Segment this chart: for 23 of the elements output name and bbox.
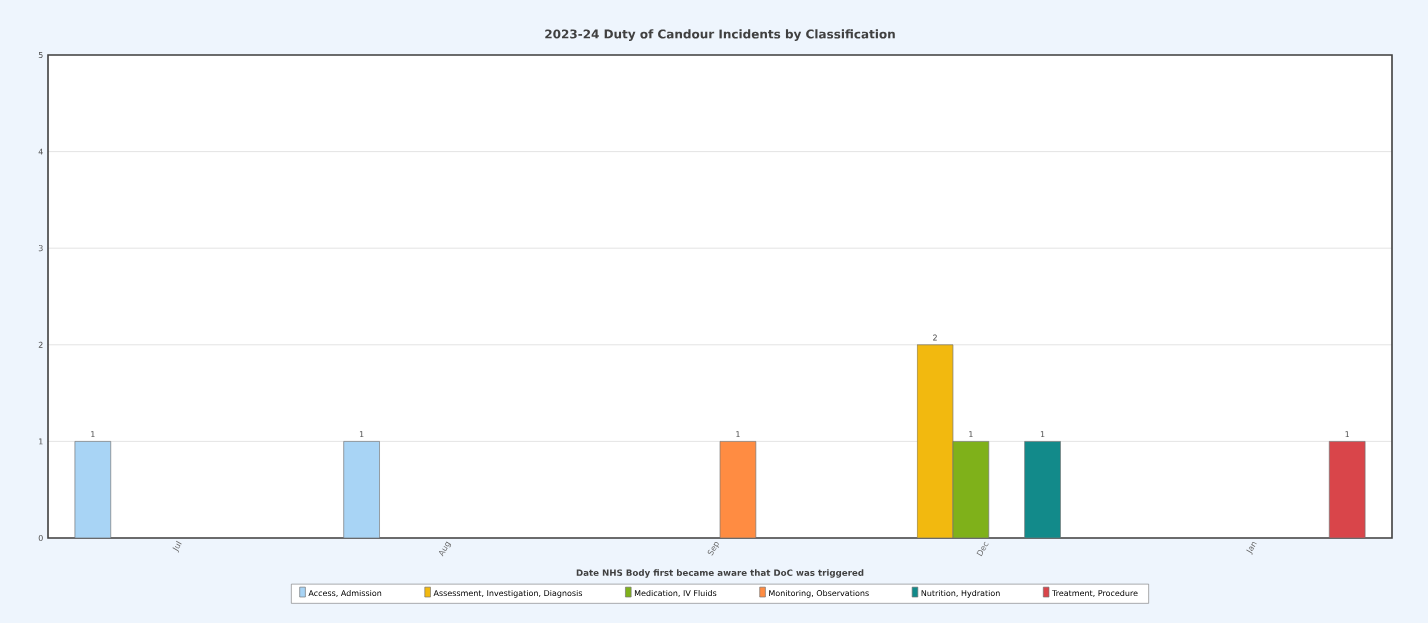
legend-label: Medication, IV Fluids xyxy=(634,589,717,597)
y-tick-label: 4 xyxy=(38,148,43,155)
legend-label: Nutrition, Hydration xyxy=(921,589,1000,598)
data-label: 2 xyxy=(933,334,937,341)
data-label: 1 xyxy=(91,431,95,438)
y-tick-label: 1 xyxy=(39,438,43,445)
x-tick-label: Jan xyxy=(1246,542,1257,555)
x-axis-title: Date NHS Body first became aware that DoC was triggered xyxy=(576,569,864,578)
legend-label: Assessment, Investigation, Diagnosis xyxy=(433,589,583,598)
legend-label: Monitoring, Observations xyxy=(769,589,869,598)
y-tick-label: 5 xyxy=(38,52,43,58)
y-tick-label: 2 xyxy=(38,341,43,348)
data-label: 1 xyxy=(1345,431,1349,438)
y-tick-label: 0 xyxy=(38,534,43,541)
data-label: 1 xyxy=(969,431,973,438)
data-label: 1 xyxy=(359,431,364,438)
y-tick-label: 3 xyxy=(38,245,43,252)
legend-label: Treatment, Procedure xyxy=(1051,589,1138,597)
data-label: 1 xyxy=(736,431,740,438)
legend-label: Access, Admission xyxy=(308,589,382,597)
data-label: 1 xyxy=(1040,431,1045,438)
chart-title: 2023-24 Duty of Candour Incidents by Classification xyxy=(545,29,895,41)
x-tick-label: Jul xyxy=(172,540,182,553)
